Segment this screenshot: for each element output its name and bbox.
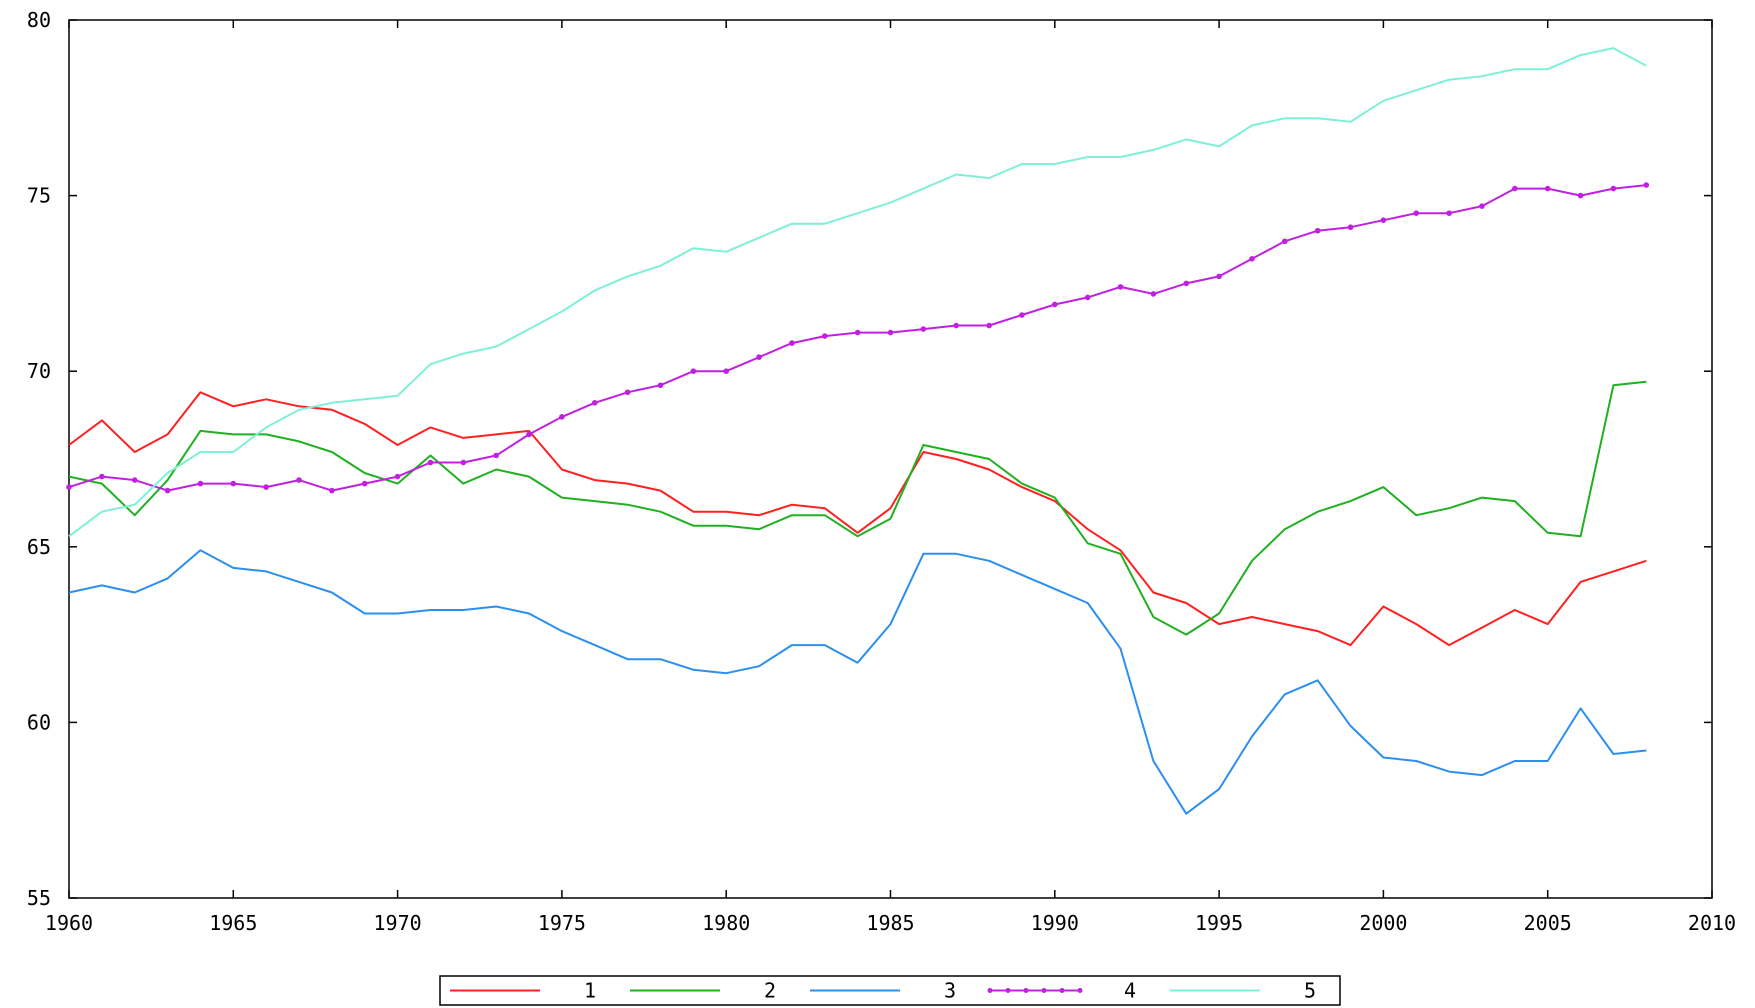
data-point <box>394 473 401 480</box>
data-point <box>1314 227 1321 234</box>
data-point <box>1019 312 1025 318</box>
series-line-5 <box>68 47 1647 538</box>
data-point <box>690 368 697 375</box>
data-point <box>197 480 204 487</box>
series-line-3 <box>68 549 1647 815</box>
legend: 1 2 3 4 5 <box>439 975 1341 1006</box>
data-point <box>1216 273 1222 280</box>
x-tick-label: 2005 <box>1524 911 1572 935</box>
x-tick-label: 2010 <box>1688 911 1736 935</box>
legend-marker <box>1041 988 1047 993</box>
series-4 <box>66 182 1650 494</box>
data-point <box>723 368 729 375</box>
data-point <box>427 459 434 466</box>
data-point <box>657 382 664 389</box>
y-tick-label: 60 <box>27 710 51 734</box>
y-tick-label: 70 <box>27 359 51 383</box>
data-point <box>329 487 335 494</box>
x-tick-label: 1980 <box>702 911 750 935</box>
series-1 <box>68 391 1647 647</box>
series-2 <box>68 380 1647 636</box>
data-point <box>591 400 598 406</box>
data-point <box>263 484 269 490</box>
legend-marker <box>1077 988 1083 993</box>
data-point <box>1512 185 1518 192</box>
data-point <box>1446 210 1452 216</box>
y-tick-label: 75 <box>27 184 51 208</box>
legend-entry-5: 5 <box>1170 979 1316 1003</box>
legend-marker <box>1023 988 1029 993</box>
x-tick-label: 1985 <box>866 911 914 935</box>
legend-label: 5 <box>1304 979 1316 1003</box>
data-point <box>1150 291 1157 297</box>
legend-entry-1: 1 <box>450 979 596 1003</box>
x-tick-label: 1965 <box>209 911 257 935</box>
legend-entry-3: 3 <box>810 979 956 1003</box>
x-tick-label: 1960 <box>45 911 93 935</box>
series-line-4 <box>68 184 1647 492</box>
x-tick-label: 1970 <box>374 911 422 935</box>
y-tick-label: 55 <box>27 886 51 910</box>
data-point <box>1577 192 1584 199</box>
data-point <box>296 477 302 483</box>
y-tick-label: 80 <box>27 8 51 32</box>
legend-label: 4 <box>1124 979 1136 1003</box>
x-tick-label: 1975 <box>538 911 586 935</box>
legend-entry-2: 2 <box>630 979 776 1003</box>
series-5 <box>68 47 1647 538</box>
series-3 <box>68 549 1647 815</box>
data-point <box>99 473 105 480</box>
data-point <box>1117 284 1124 290</box>
data-point <box>230 480 237 487</box>
data-point <box>1052 301 1058 308</box>
ticks-layer: 1960 1965 1970 1975 1980 1985 1990 1995 2000 2005… <box>27 8 1736 935</box>
data-point <box>624 389 631 396</box>
data-point <box>493 452 499 459</box>
series-layer <box>66 47 1650 815</box>
legend-marker <box>987 988 993 993</box>
data-point <box>1413 210 1420 216</box>
data-point <box>1544 185 1551 192</box>
data-point <box>854 329 861 336</box>
data-point <box>1643 182 1650 188</box>
y-tick-label: 65 <box>27 535 51 559</box>
data-point <box>821 333 828 339</box>
data-point <box>1380 217 1387 223</box>
data-point <box>361 480 368 487</box>
data-point <box>66 484 72 490</box>
data-point <box>1479 203 1485 209</box>
data-point <box>164 487 171 494</box>
legend-marker <box>1005 988 1011 993</box>
data-point <box>460 459 467 466</box>
data-point <box>1610 185 1617 192</box>
legend-label: 2 <box>764 979 776 1003</box>
legend-label: 3 <box>944 979 956 1003</box>
data-point <box>920 326 927 332</box>
data-point <box>1347 224 1354 231</box>
series-line-1 <box>68 391 1647 647</box>
data-point <box>887 329 894 336</box>
data-point <box>953 322 960 329</box>
x-tick-label: 1995 <box>1195 911 1243 935</box>
data-point <box>1249 256 1255 262</box>
series-line-2 <box>68 380 1647 636</box>
data-point <box>1183 280 1190 287</box>
data-point <box>526 431 532 438</box>
legend-label: 1 <box>584 979 596 1003</box>
x-tick-label: 1990 <box>1031 911 1079 935</box>
data-point <box>1084 294 1091 301</box>
data-point <box>986 322 992 329</box>
legend-entry-4: 4 <box>987 979 1136 1003</box>
x-tick-label: 2000 <box>1359 911 1407 935</box>
plot-frame <box>68 19 1713 899</box>
data-point <box>789 340 795 346</box>
data-point <box>131 477 138 483</box>
legend-marker <box>1059 988 1065 993</box>
data-point <box>1282 238 1288 245</box>
data-point <box>756 354 762 360</box>
data-point <box>559 414 565 420</box>
